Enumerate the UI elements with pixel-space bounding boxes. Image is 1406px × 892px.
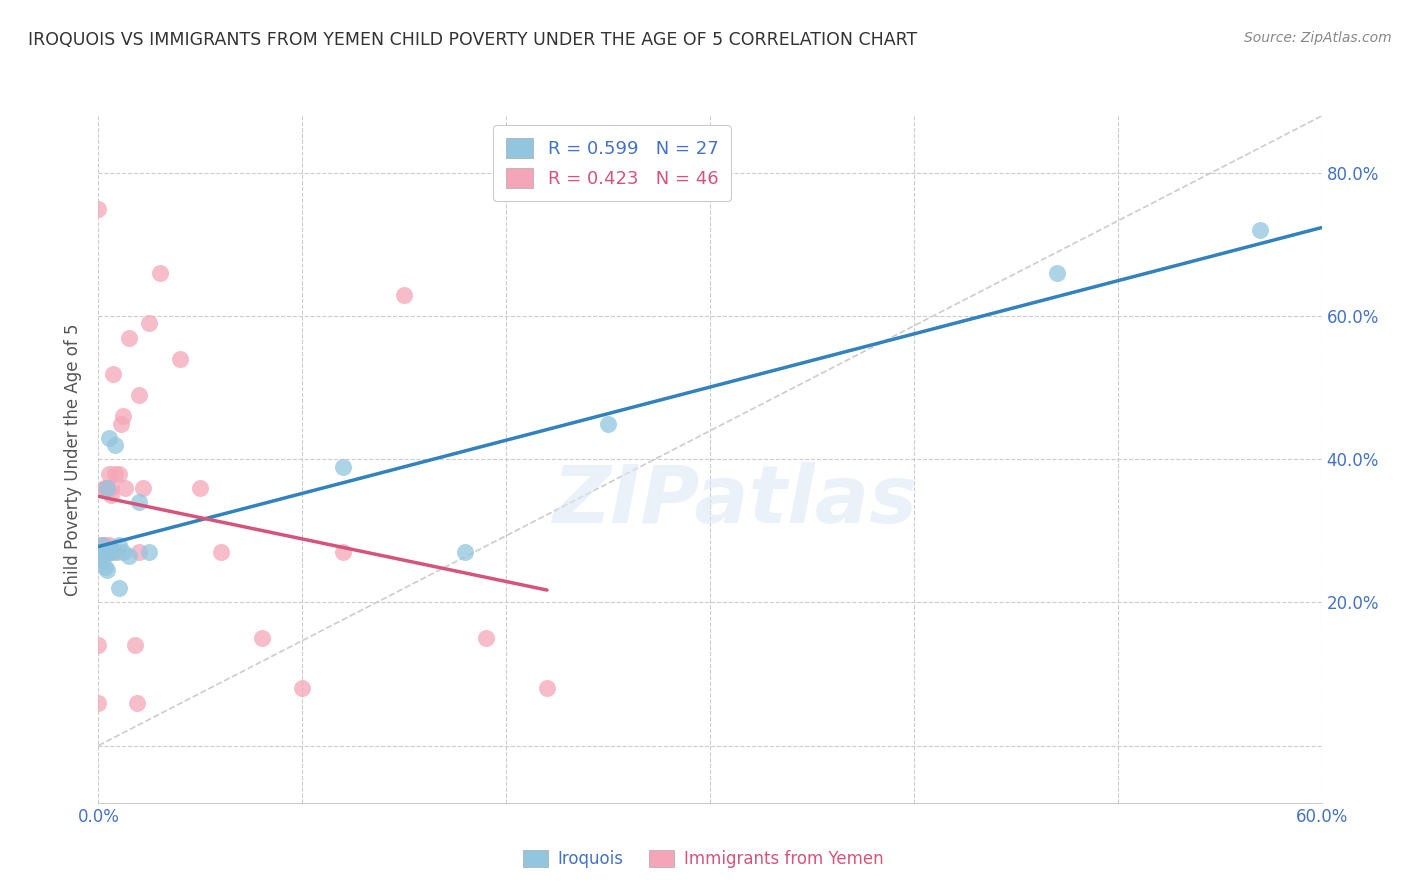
Point [111,409,134,424]
Point [128,495,150,509]
Point [110,417,132,431]
Point [93,481,115,495]
Point [188,481,212,495]
Point [105,545,128,559]
Point [87,549,110,563]
Legend: R = 0.599   N = 27, R = 0.423   N = 46: R = 0.599 N = 27, R = 0.423 N = 46 [494,125,731,201]
Point [138,317,160,331]
Text: ZIPatlas: ZIPatlas [553,461,917,540]
Point [89,545,111,559]
Point [127,696,149,710]
Point [97,431,120,445]
Point [1045,266,1069,280]
Point [392,288,416,302]
Point [89,549,111,563]
Point [118,331,141,345]
Point [536,681,558,696]
Point [93,545,115,559]
Point [332,545,354,559]
Legend: Iroquois, Immigrants from Yemen: Iroquois, Immigrants from Yemen [516,843,890,875]
Point [91,538,114,552]
Point [100,481,122,495]
Point [91,538,114,552]
Y-axis label: Child Poverty Under the Age of 5: Child Poverty Under the Age of 5 [65,323,83,596]
Point [169,352,191,367]
Text: Source: ZipAtlas.com: Source: ZipAtlas.com [1244,31,1392,45]
Point [87,639,110,653]
Point [108,581,131,595]
Point [250,632,273,646]
Point [91,545,114,559]
Point [474,632,498,646]
Point [104,467,127,481]
Point [1249,223,1271,237]
Point [111,545,134,559]
Point [454,545,477,559]
Point [124,639,146,653]
Point [91,538,114,552]
Point [118,549,141,563]
Point [598,417,620,431]
Point [132,481,155,495]
Point [89,545,111,559]
Point [96,481,118,495]
Point [91,545,114,559]
Point [114,481,136,495]
Point [93,559,115,574]
Text: IROQUOIS VS IMMIGRANTS FROM YEMEN CHILD POVERTY UNDER THE AGE OF 5 CORRELATION C: IROQUOIS VS IMMIGRANTS FROM YEMEN CHILD … [28,31,917,49]
Point [104,438,127,452]
Point [97,467,120,481]
Point [96,481,118,495]
Point [128,388,150,402]
Point [108,538,131,552]
Point [101,367,124,381]
Point [89,545,111,559]
Point [149,266,172,280]
Point [91,545,114,559]
Point [100,488,122,502]
Point [100,545,122,559]
Point [97,545,120,559]
Point [87,545,110,559]
Point [291,681,314,696]
Point [209,545,232,559]
Point [89,545,111,559]
Point [96,481,118,495]
Point [87,545,110,559]
Point [87,696,110,710]
Point [138,545,160,559]
Point [89,545,111,559]
Point [87,202,110,216]
Point [87,545,110,559]
Point [96,563,118,577]
Point [91,552,114,566]
Point [93,538,115,552]
Point [332,459,354,474]
Point [93,481,115,495]
Point [128,545,150,559]
Point [97,538,120,552]
Point [101,545,124,559]
Point [108,467,131,481]
